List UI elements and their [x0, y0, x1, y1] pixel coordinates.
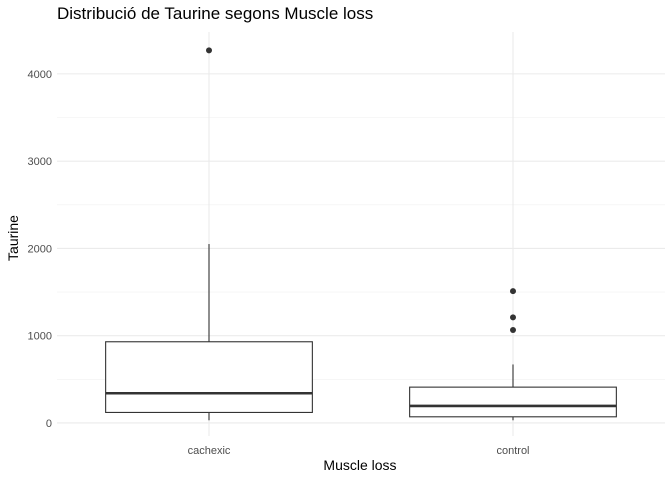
outlier-point: [510, 288, 516, 295]
y-tick-label: 0: [46, 418, 52, 430]
y-tick-label: 1000: [28, 331, 52, 343]
y-axis-title: Taurine: [5, 215, 21, 261]
x-axis-title: Muscle loss: [323, 457, 396, 473]
x-axis-ticks: cachexic control: [188, 445, 530, 457]
outlier-point: [510, 314, 516, 321]
x-tick-label: control: [496, 445, 529, 457]
y-axis-ticks: 0 1000 2000 3000 4000: [28, 69, 52, 430]
chart-title: Distribució de Taurine segons Muscle los…: [57, 4, 374, 23]
boxplot-boxes: [105, 47, 617, 421]
interquartile-box: [409, 386, 617, 418]
y-tick-label: 3000: [28, 156, 52, 168]
box-cachexic: [105, 47, 313, 421]
outlier-point: [510, 326, 516, 333]
x-tick-label: cachexic: [188, 445, 231, 457]
interquartile-box: [105, 341, 313, 413]
box-control: [409, 288, 617, 421]
y-tick-label: 4000: [28, 69, 52, 81]
outlier-point: [206, 47, 212, 54]
y-tick-label: 2000: [28, 243, 52, 255]
